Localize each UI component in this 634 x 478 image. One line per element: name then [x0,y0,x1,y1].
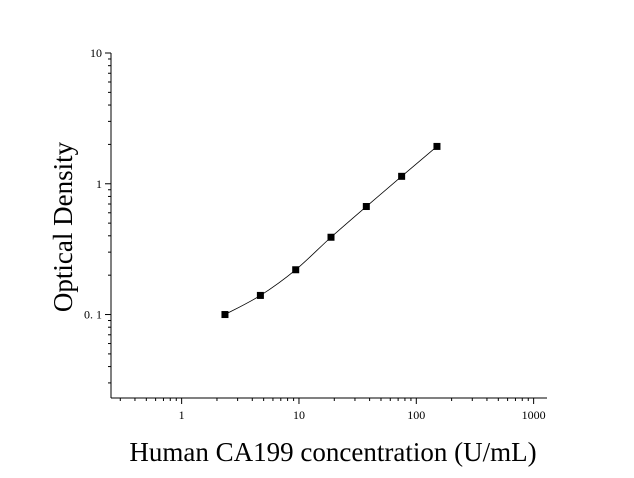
y-axis-title: Optical Density [48,141,78,312]
axis-tick-labels: 1 10 100 1000 0. 1 1 10 [84,46,546,422]
y-tick-label: 10 [90,46,102,60]
x-tick-label: 1000 [522,408,546,422]
y-tick-label: 1 [96,177,102,191]
x-axis-title: Human CA199 concentration (U/mL) [129,437,536,467]
data-point [398,172,406,180]
data-point [433,142,441,150]
x-tick-label: 10 [293,408,305,422]
axes [110,53,547,399]
data-point [362,203,370,211]
data-point [292,266,300,274]
fit-curve [224,146,438,315]
data-point [256,291,264,299]
data-points [221,142,441,319]
y-tick-label: 0. 1 [84,308,102,322]
data-point [221,311,229,319]
x-tick-label: 1 [179,408,185,422]
axis-ticks [105,52,535,404]
x-tick-label: 100 [407,408,425,422]
data-point [327,233,335,241]
